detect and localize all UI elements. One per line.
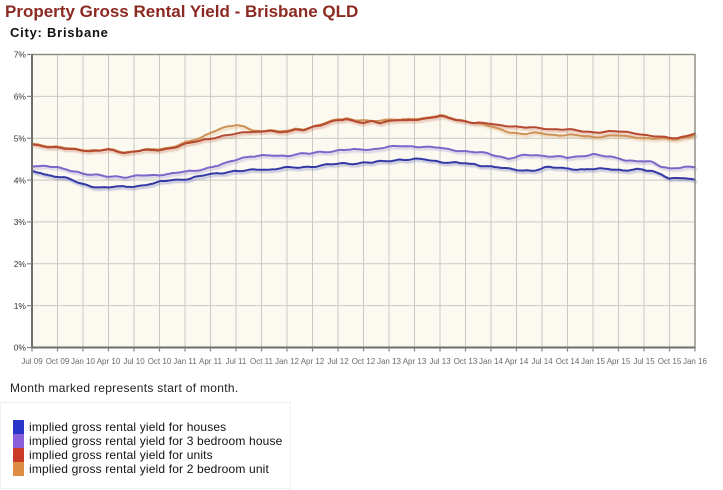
svg-text:Oct 12: Oct 12 xyxy=(352,357,376,366)
svg-text:Jan 11: Jan 11 xyxy=(173,357,197,366)
svg-text:Jan 15: Jan 15 xyxy=(581,357,606,366)
svg-text:3%: 3% xyxy=(14,217,27,227)
svg-text:Apr 12: Apr 12 xyxy=(301,357,325,366)
svg-text:4%: 4% xyxy=(14,175,27,185)
svg-text:Jan 12: Jan 12 xyxy=(275,357,300,366)
svg-text:1%: 1% xyxy=(14,301,27,311)
svg-text:Apr 14: Apr 14 xyxy=(505,357,529,366)
svg-text:Jul 15: Jul 15 xyxy=(633,357,655,366)
svg-text:Jan 10: Jan 10 xyxy=(71,357,96,366)
svg-text:Oct 10: Oct 10 xyxy=(148,357,172,366)
svg-text:Jul 11: Jul 11 xyxy=(226,357,247,366)
svg-text:Jan 13: Jan 13 xyxy=(377,357,402,366)
svg-text:Oct 09: Oct 09 xyxy=(46,357,70,366)
svg-text:Oct 13: Oct 13 xyxy=(454,357,478,366)
svg-text:Apr 15: Apr 15 xyxy=(607,357,631,366)
svg-text:Jan 16: Jan 16 xyxy=(683,357,708,366)
svg-text:5%: 5% xyxy=(14,133,27,143)
svg-text:Jul 09: Jul 09 xyxy=(21,357,43,366)
svg-text:Oct 15: Oct 15 xyxy=(658,357,682,366)
svg-text:2%: 2% xyxy=(14,259,27,269)
svg-text:Jul 13: Jul 13 xyxy=(429,357,451,366)
svg-text:Apr 11: Apr 11 xyxy=(199,357,223,366)
svg-text:0%: 0% xyxy=(14,343,27,353)
svg-text:Oct 11: Oct 11 xyxy=(250,357,274,366)
svg-text:Oct 14: Oct 14 xyxy=(556,357,580,366)
svg-text:Jul 10: Jul 10 xyxy=(123,357,145,366)
svg-text:Jul 14: Jul 14 xyxy=(531,357,553,366)
svg-text:Jul 12: Jul 12 xyxy=(327,357,349,366)
svg-text:Apr 13: Apr 13 xyxy=(403,357,427,366)
svg-text:7%: 7% xyxy=(14,50,27,60)
svg-text:Apr 10: Apr 10 xyxy=(97,357,121,366)
svg-text:Jan 14: Jan 14 xyxy=(479,357,504,366)
svg-text:6%: 6% xyxy=(14,92,27,102)
